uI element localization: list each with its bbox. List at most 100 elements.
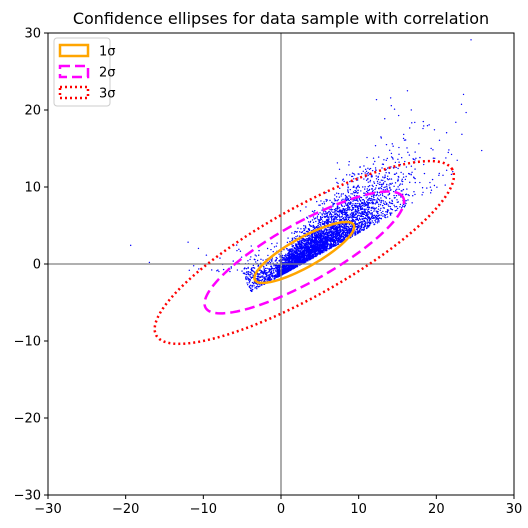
scatter-point bbox=[270, 273, 272, 275]
scatter-point bbox=[348, 199, 350, 202]
scatter-point bbox=[217, 269, 219, 271]
scatter-point bbox=[255, 255, 257, 257]
scatter-point bbox=[384, 174, 386, 176]
scatter-point bbox=[361, 228, 363, 231]
scatter-point bbox=[387, 209, 390, 211]
scatter-point bbox=[315, 247, 317, 249]
scatter-point bbox=[370, 195, 373, 198]
scatter-point bbox=[310, 242, 313, 244]
scatter-point bbox=[404, 178, 407, 181]
scatter-point bbox=[389, 97, 392, 99]
scatter-point bbox=[411, 122, 413, 124]
scatter-point bbox=[358, 217, 361, 219]
scatter-point bbox=[331, 246, 333, 248]
scatter-point bbox=[250, 256, 252, 258]
scatter-point bbox=[262, 259, 264, 261]
scatter-point bbox=[370, 213, 372, 215]
scatter-point bbox=[358, 230, 361, 232]
scatter-point bbox=[367, 178, 369, 180]
scatter-point bbox=[336, 162, 339, 164]
scatter-point bbox=[382, 200, 385, 202]
scatter-point bbox=[305, 257, 307, 260]
scatter-point bbox=[422, 127, 424, 130]
scatter-point bbox=[357, 229, 359, 232]
scatter-point bbox=[319, 234, 321, 237]
scatter-point bbox=[390, 183, 392, 186]
scatter-point bbox=[306, 240, 308, 242]
scatter-point bbox=[292, 259, 294, 261]
scatter-point bbox=[412, 176, 415, 178]
scatter-point bbox=[339, 225, 341, 227]
scatter-point bbox=[294, 248, 297, 250]
scatter-point bbox=[402, 173, 405, 175]
scatter-point bbox=[333, 218, 335, 220]
scatter-point bbox=[254, 287, 256, 289]
scatter-point bbox=[380, 207, 382, 210]
scatter-point bbox=[375, 184, 378, 187]
scatter-point bbox=[342, 211, 344, 213]
scatter-point bbox=[384, 214, 386, 216]
scatter-point bbox=[312, 254, 315, 257]
scatter-point bbox=[315, 239, 317, 242]
scatter-point bbox=[354, 202, 357, 205]
scatter-point bbox=[326, 248, 328, 250]
scatter-point bbox=[294, 265, 296, 267]
scatter-point bbox=[312, 221, 315, 224]
scatter-point bbox=[239, 250, 242, 252]
scatter-point bbox=[404, 160, 406, 163]
scatter-point bbox=[345, 224, 348, 226]
scatter-point bbox=[267, 276, 269, 278]
scatter-point bbox=[364, 221, 367, 223]
scatter-point bbox=[304, 243, 306, 245]
scatter-point bbox=[392, 145, 394, 147]
scatter-point bbox=[257, 264, 260, 266]
scatter-point bbox=[309, 239, 312, 241]
scatter-point bbox=[335, 242, 337, 245]
scatter-point bbox=[248, 285, 251, 287]
scatter-point bbox=[375, 178, 378, 180]
scatter-point bbox=[351, 215, 354, 217]
scatter-point bbox=[247, 272, 249, 274]
scatter-point bbox=[369, 202, 371, 204]
scatter-point bbox=[289, 240, 291, 243]
scatter-point bbox=[381, 167, 383, 169]
scatter-point bbox=[344, 234, 346, 236]
scatter-point bbox=[350, 175, 353, 178]
scatter-point bbox=[309, 257, 311, 259]
scatter-point bbox=[362, 212, 364, 214]
scatter-point bbox=[249, 271, 251, 274]
scatter-point bbox=[335, 220, 337, 223]
scatter-point bbox=[462, 93, 465, 96]
scatter-point bbox=[319, 217, 322, 219]
scatter-point bbox=[314, 243, 316, 246]
scatter-point bbox=[323, 246, 326, 248]
scatter-point bbox=[398, 176, 400, 178]
scatter-point bbox=[366, 226, 368, 228]
scatter-point bbox=[247, 260, 249, 262]
scatter-point bbox=[313, 234, 316, 237]
scatter-point bbox=[317, 224, 319, 227]
x-tick-label: 0 bbox=[277, 502, 285, 517]
scatter-point bbox=[323, 215, 325, 218]
scatter-point bbox=[377, 178, 380, 181]
scatter-point bbox=[261, 276, 263, 278]
scatter-point bbox=[361, 199, 364, 201]
scatter-point bbox=[322, 233, 325, 235]
scatter-point bbox=[368, 220, 371, 222]
scatter-point bbox=[342, 239, 345, 241]
scatter-point bbox=[270, 248, 272, 251]
scatter-point bbox=[309, 221, 311, 223]
scatter-point bbox=[363, 228, 365, 231]
scatter-point bbox=[306, 247, 308, 249]
scatter-point bbox=[265, 270, 267, 272]
scatter-point bbox=[341, 179, 344, 181]
scatter-point bbox=[292, 246, 294, 248]
scatter-point bbox=[350, 193, 352, 195]
scatter-point bbox=[394, 182, 397, 184]
scatter-point bbox=[322, 245, 324, 248]
scatter-point bbox=[375, 175, 377, 177]
y-tick-label: −20 bbox=[14, 412, 41, 427]
scatter-point bbox=[252, 274, 254, 276]
scatter-point bbox=[360, 200, 362, 202]
scatter-point bbox=[317, 236, 319, 238]
